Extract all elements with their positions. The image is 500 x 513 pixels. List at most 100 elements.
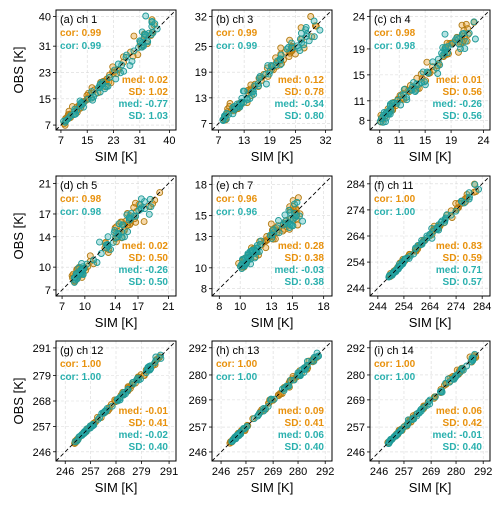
sd-series-a: SD: 0.42 [443, 418, 483, 429]
data-point-b [296, 47, 304, 55]
data-point-b [262, 80, 270, 88]
data-point-b [465, 195, 473, 203]
data-point-b [303, 30, 311, 38]
data-point-b [467, 358, 475, 366]
data-point-b [104, 233, 112, 241]
data-point-b [411, 88, 419, 95]
one-to-one-line [55, 9, 177, 131]
data-point-b [239, 256, 247, 264]
data-point-b [292, 212, 300, 220]
y-tick-label: 15 [39, 94, 51, 106]
data-point-b [105, 74, 113, 81]
y-tick-label: 10 [39, 262, 51, 274]
panel-title: (b) ch 3 [216, 14, 253, 26]
median-series-a: med: 0.28 [278, 241, 325, 252]
data-point-b [379, 111, 387, 119]
one-to-one-line [211, 9, 333, 131]
y-tick-label: 246 [347, 447, 365, 459]
median-series-a: med: 0.09 [278, 406, 325, 417]
data-point-b [410, 78, 417, 86]
median-series-a: med: 0.06 [436, 406, 483, 417]
x-tick-label: 13 [265, 301, 277, 313]
y-tick-label: 246 [189, 447, 207, 459]
panel-frame [369, 9, 491, 131]
x-axis-label: SIM [K] [95, 480, 138, 495]
data-point-b [108, 402, 116, 410]
sd-series-a: SD: 0.41 [129, 418, 169, 429]
y-tick-label: 18 [195, 179, 207, 191]
panel-8: 246 246 257 257 269 269 280 280 292 292 (h) ch 13 c… [189, 340, 334, 495]
panel-title: (g) ch 12 [60, 345, 103, 357]
data-point-b [71, 105, 79, 113]
panel-9: 246 246 257 257 269 269 280 280 292 292 (i) ch 14 c… [347, 340, 492, 495]
data-point-b [315, 352, 323, 360]
sd-series-a: SD: 0.38 [285, 253, 325, 264]
x-axis-label: SIM [K] [409, 315, 452, 330]
sd-series-b: SD: 0.56 [443, 111, 483, 122]
y-tick-label: 24 [353, 11, 365, 23]
data-point-a [455, 48, 462, 56]
y-tick-label: 40 [39, 12, 51, 24]
panel-3: 88 11 11 15 15 19 19 24 24 (c) ch 4 cor: 0.98 cor: … [353, 9, 491, 164]
x-tick-label: 15 [286, 301, 298, 313]
data-point-b [300, 41, 308, 49]
y-tick-label: 257 [347, 422, 365, 434]
data-point-b [451, 373, 459, 381]
data-point-b [83, 260, 91, 268]
panel-title: (d) ch 5 [60, 180, 97, 192]
panel-4: 77 10 10 14 14 17 17 21 21 (d) ch 5 cor: 0.98 cor: … [11, 175, 177, 330]
x-tick-label: 257 [81, 466, 99, 478]
x-axis-label: SIM [K] [95, 149, 138, 164]
sd-series-b: SD: 0.50 [129, 277, 169, 288]
cor-series-a: cor: 1.00 [60, 359, 102, 370]
data-point-b [148, 17, 156, 25]
data-point-b [237, 99, 245, 107]
data-point-b [87, 424, 94, 432]
x-tick-label: 24 [477, 135, 489, 147]
data-point-b [281, 219, 289, 227]
sd-series-b: SD: 0.80 [285, 111, 325, 122]
x-tick-label: 280 [289, 466, 307, 478]
data-point-b [310, 33, 318, 41]
data-point-b [79, 99, 87, 107]
data-point-b [402, 255, 410, 263]
one-to-one-line [55, 340, 177, 462]
y-tick-label: 269 [189, 395, 207, 407]
data-point-b [403, 96, 411, 104]
data-point-b [267, 395, 275, 403]
y-tick-label: 244 [347, 283, 365, 295]
sd-series-b: SD: 0.57 [443, 277, 483, 288]
data-point-a [423, 58, 431, 66]
x-tick-label: 246 [56, 466, 74, 478]
data-point-b [471, 35, 479, 43]
x-tick-label: 291 [160, 466, 178, 478]
cor-series-b: cor: 0.99 [60, 41, 102, 52]
y-tick-label: 291 [33, 343, 51, 355]
median-series-b: med: -0.01 [433, 430, 483, 441]
data-point-b [310, 17, 318, 25]
panel-frame [211, 175, 333, 297]
cor-series-a: cor: 1.00 [216, 359, 258, 370]
data-point-b [250, 90, 258, 98]
data-point-b [386, 102, 394, 110]
y-axis-label: OBS [K] [11, 378, 26, 425]
y-tick-label: 25 [195, 41, 207, 53]
x-tick-label: 8 [216, 301, 222, 313]
panel-frame [211, 9, 333, 131]
x-tick-label: 32 [319, 135, 331, 147]
y-tick-label: 32 [195, 11, 207, 23]
data-point-b [418, 79, 426, 87]
data-point-b [119, 221, 127, 229]
data-point-b [73, 270, 81, 278]
cor-series-a: cor: 0.98 [60, 194, 102, 205]
data-point-b [438, 388, 446, 396]
y-tick-label: 8 [201, 284, 207, 296]
data-point-b [400, 86, 408, 93]
x-tick-label: 246 [212, 466, 230, 478]
panel-2: 77 13 13 19 19 25 25 32 32 (b) ch 3 cor: 0.99 cor: … [195, 9, 333, 164]
y-tick-label: 8 [359, 115, 365, 127]
y-tick-label: 11 [354, 96, 365, 108]
data-point-b [289, 222, 297, 230]
data-point-b [115, 220, 123, 228]
data-point-b [299, 217, 307, 225]
